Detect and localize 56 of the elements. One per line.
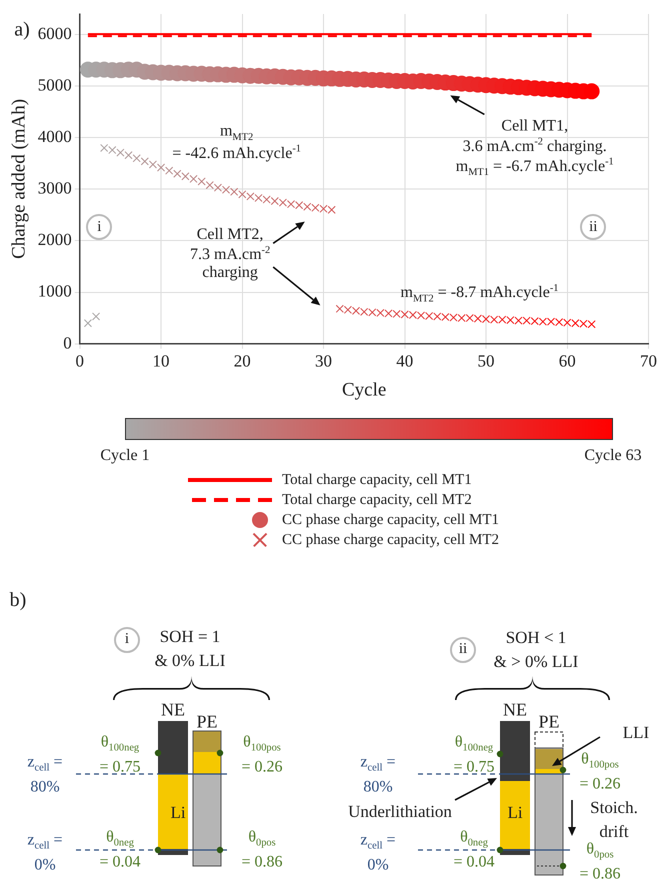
x-tick-label: 70 bbox=[640, 351, 657, 370]
x-axis-title: Cycle bbox=[342, 380, 386, 401]
text: z$_{cell}$ = 80% bbox=[27, 752, 63, 798]
x-tick-label: 10 bbox=[152, 351, 170, 370]
text: NE bbox=[161, 698, 185, 722]
x-tick-label: 60 bbox=[558, 351, 576, 370]
y-tick-label: 1000 bbox=[38, 282, 72, 301]
text: z$_{cell}$ = 0% bbox=[27, 830, 63, 876]
y-axis-title: Charge added (mAh) bbox=[8, 98, 30, 259]
x-tick-label: 0 bbox=[76, 351, 84, 370]
text: LLI bbox=[622, 722, 650, 744]
y-tick-label: 4000 bbox=[38, 127, 72, 146]
legend-label: CC phase charge capacity, cell MT2 bbox=[282, 532, 500, 548]
color-bar-label: Cycle 63 bbox=[584, 446, 642, 466]
x-tick-label: 30 bbox=[315, 351, 332, 370]
text: θ$_{100neg}$ = 0.75 bbox=[99, 732, 141, 778]
y-tick-label: 3000 bbox=[38, 178, 72, 198]
text: θ$_{100pos}$ = 0.26 bbox=[579, 749, 621, 794]
text: a) bbox=[14, 18, 30, 42]
y-tick-label: 0 bbox=[63, 333, 72, 352]
text: Li bbox=[507, 802, 523, 824]
text: Cell MT1, 3.6 mA.cm$^{-2}$ charging. m$_{MT1}$ = -6.7 mAh.cycle$^{-1}$ bbox=[456, 118, 614, 178]
text: NE bbox=[503, 698, 527, 722]
text: PE bbox=[538, 710, 560, 734]
text: θ$_{0pos}$ = 0.86 bbox=[579, 840, 621, 882]
y-tick-label: 2000 bbox=[38, 230, 72, 250]
annotation: m$_{MT2}$ = -42.6 mAh.cycle$^{-1}$ bbox=[172, 122, 301, 164]
legend-label: Total charge capacity, cell MT2 bbox=[282, 492, 472, 508]
text: b) bbox=[10, 588, 26, 613]
text: PE bbox=[196, 710, 218, 734]
annotation: i bbox=[86, 214, 112, 240]
x-tick-label: 40 bbox=[396, 351, 414, 370]
legend-label: Total charge capacity, cell MT1 bbox=[282, 472, 472, 488]
text: Underlithiation bbox=[348, 801, 452, 824]
text: θ$_{0neg}$ = 0.04 bbox=[453, 827, 495, 872]
annotation: m$_{MT2}$ = -8.7 mAh.cycle$^{-1}$ bbox=[400, 282, 559, 305]
text: ii bbox=[450, 637, 476, 663]
text: Stoich. drift bbox=[590, 798, 638, 841]
x-tick-label: 20 bbox=[234, 351, 251, 370]
legend-label: CC phase charge capacity, cell MT1 bbox=[282, 512, 500, 528]
text: SOH = 1 & 0% LLI bbox=[154, 626, 226, 672]
text: Li bbox=[170, 802, 186, 824]
y-tick-label: 6000 bbox=[38, 24, 72, 44]
text: i bbox=[114, 627, 140, 653]
color-bar-label: Cycle 1 bbox=[100, 446, 150, 466]
annotation: Cell MT2, 7.3 mA.cm$^{-2}$ charging bbox=[190, 226, 270, 282]
y-tick-label: 5000 bbox=[38, 76, 72, 95]
text: z$_{cell}$ = 0% bbox=[360, 830, 396, 876]
text: θ$_{100neg}$ = 0.75 bbox=[453, 732, 495, 778]
x-tick-label: 50 bbox=[478, 351, 495, 370]
text: SOH < 1 & > 0% LLI bbox=[494, 627, 578, 673]
text: z$_{cell}$ = 80% bbox=[360, 752, 396, 798]
annotation: ii bbox=[580, 214, 606, 240]
text: θ$_{100pos}$ = 0.26 bbox=[241, 732, 283, 778]
text: θ$_{0neg}$ = 0.04 bbox=[99, 827, 141, 872]
text: θ$_{0pos}$ = 0.86 bbox=[241, 827, 283, 872]
